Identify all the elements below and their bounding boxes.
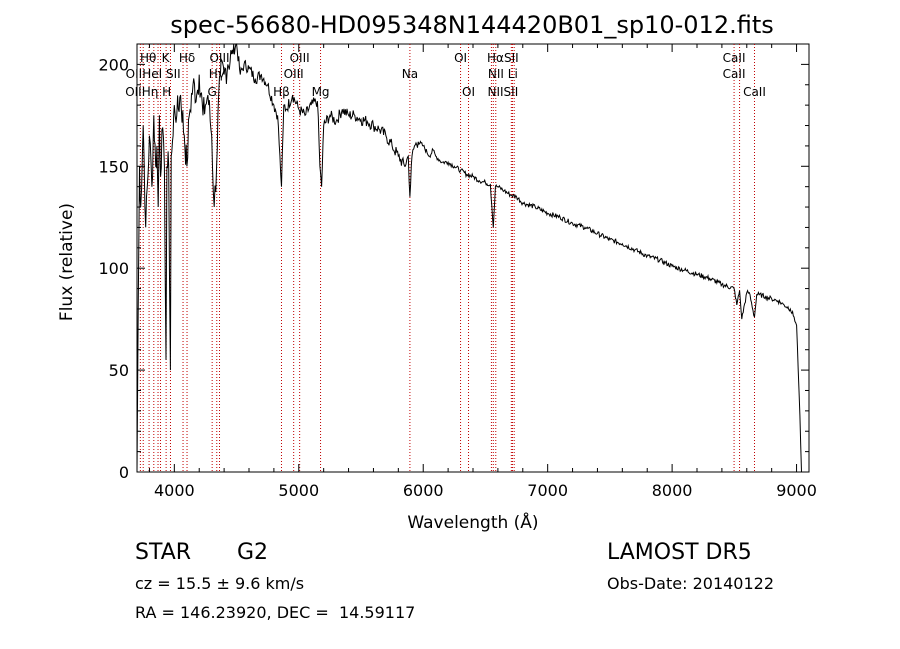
y-tick-label: 50 — [109, 361, 129, 380]
y-tick-label: 100 — [98, 259, 129, 278]
observation-date: Obs-Date: 20140122 — [607, 574, 775, 593]
survey-name: LAMOST DR5 — [607, 540, 752, 565]
spectral-line-label: CaII — [743, 85, 766, 99]
spectral-line-label: NII Li — [488, 67, 518, 81]
x-tick-label: 8000 — [652, 481, 693, 500]
spectral-line-label: CaII — [723, 51, 746, 65]
spectral-line-label: Hγ — [209, 67, 225, 81]
object-class: STAR — [135, 540, 192, 565]
sky-coordinates: RA = 146.23920, DEC = 14.59117 — [135, 603, 416, 622]
redshift-cz: cz = 15.5 ± 9.6 km/s — [135, 574, 305, 593]
spectral-line-label: OIII — [290, 51, 310, 65]
flux-series-line — [136, 43, 802, 473]
x-tick-label: 9000 — [776, 481, 817, 500]
spectral-line-label: OIII — [209, 51, 229, 65]
spectral-line-label: OIII — [284, 67, 304, 81]
spectral-line-label: OI — [462, 85, 475, 99]
x-axis-label: Wavelength (Å) — [407, 511, 538, 533]
spectral-line-label: K — [162, 51, 171, 65]
y-tick-label: 0 — [119, 463, 129, 482]
y-tick-label: 150 — [98, 157, 129, 176]
spectral-line-label: Hβ — [273, 85, 290, 99]
x-tick-label: 5000 — [278, 481, 319, 500]
plot-frame — [136, 43, 810, 473]
y-axis-ticks: 0 50 100 150 200 — [98, 55, 809, 482]
spectral-line-label: HαSII — [487, 51, 519, 65]
spectral-line-label: OIIHη H — [125, 85, 171, 99]
y-axis-label: Flux (relative) — [57, 203, 77, 321]
spectral-line-label: NIISII — [487, 85, 518, 99]
chart-title: spec-56680-HD095348N144420B01_sp10-012.f… — [170, 11, 774, 39]
x-tick-label: 4000 — [154, 481, 195, 500]
x-tick-label: 6000 — [403, 481, 444, 500]
spectral-line-label: OI — [454, 51, 467, 65]
object-subclass: G2 — [237, 540, 269, 565]
spectral-line-label: Mg — [312, 85, 330, 99]
x-tick-label: 7000 — [527, 481, 568, 500]
y-tick-label: 200 — [98, 55, 129, 74]
spectral-line-label: G — [208, 85, 217, 99]
x-axis-ticks: 4000 5000 6000 7000 8000 9000 — [148, 44, 817, 500]
spectral-line-label: CaII — [723, 67, 746, 81]
spectral-line-labels: Hθ K Hδ OIII OIII OI HαSII CaII OIIHeI SII Hγ OIII… — [125, 51, 766, 99]
spectral-lines — [139, 44, 755, 472]
spectral-line-label: Na — [402, 67, 418, 81]
spectral-line-label: Hδ — [179, 51, 195, 65]
spectral-line-label: OIIHeI SII — [126, 67, 181, 81]
spectral-line-label: Hθ — [140, 51, 156, 65]
